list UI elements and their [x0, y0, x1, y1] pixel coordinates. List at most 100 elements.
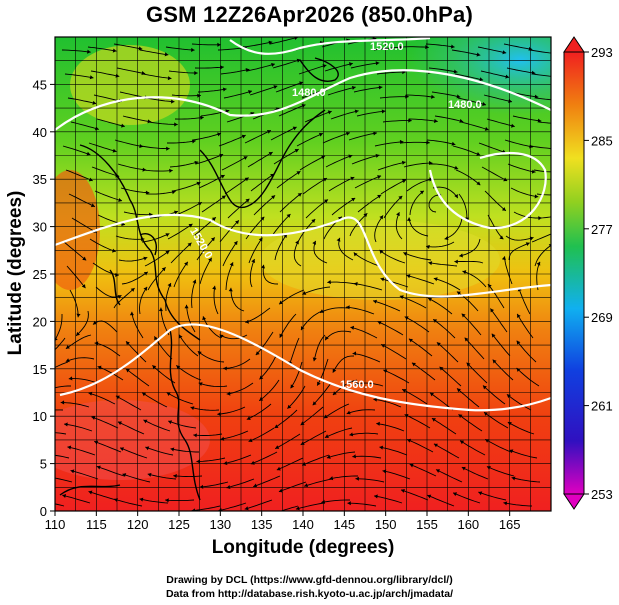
- streamline: [503, 502, 533, 507]
- streamline: [346, 409, 376, 415]
- streamline: [141, 392, 168, 408]
- streamline-arrowhead: [200, 115, 204, 120]
- streamline-arrowhead: [143, 256, 148, 261]
- streamline: [516, 367, 540, 387]
- streamline: [94, 342, 121, 357]
- warm-patch-west: [55, 170, 100, 290]
- streamline: [55, 503, 65, 507]
- streamline: [69, 289, 79, 318]
- streamline-arrowhead: [297, 193, 302, 197]
- streamline: [249, 85, 278, 96]
- streamline-arrowhead: [348, 154, 353, 159]
- streamline-arrowhead: [120, 447, 125, 452]
- streamline: [191, 43, 221, 46]
- streamline: [376, 71, 406, 75]
- x-tick-label: 160: [457, 517, 479, 532]
- streamline: [539, 216, 551, 219]
- streamline-arrowhead: [433, 319, 438, 323]
- streamline: [219, 334, 248, 340]
- y-tick-label: 15: [33, 362, 47, 377]
- streamline-arrowhead: [92, 100, 97, 105]
- streamline: [195, 153, 224, 165]
- streamline: [143, 169, 173, 172]
- streamline-arrowhead: [158, 307, 163, 312]
- streamline-arrowhead: [450, 44, 455, 49]
- streamline-arrowhead: [555, 51, 559, 55]
- streamline-arrowhead: [503, 177, 508, 182]
- streamline: [460, 121, 489, 131]
- streamline: [313, 240, 328, 264]
- streamline: [262, 264, 279, 285]
- streamline: [92, 320, 118, 333]
- streamline: [428, 262, 458, 267]
- streamline-arrowhead: [433, 277, 438, 282]
- streamline-arrowhead: [318, 132, 323, 137]
- streamline-arrowhead: [487, 284, 492, 289]
- streamline: [293, 240, 302, 267]
- streamline: [221, 156, 248, 171]
- streamline: [338, 237, 354, 261]
- streamline-arrowhead: [184, 261, 188, 266]
- streamline: [275, 81, 304, 93]
- colorbar-top-arrow: [563, 36, 585, 53]
- streamline-arrowhead: [408, 118, 412, 123]
- streamline-arrowhead: [453, 69, 458, 74]
- streamline-arrowhead: [379, 445, 384, 450]
- streamline: [329, 475, 358, 480]
- streamline-arrowhead: [383, 369, 388, 374]
- streamline: [327, 281, 357, 285]
- x-tick-label: 165: [499, 517, 521, 532]
- streamline: [484, 190, 507, 212]
- streamline: [326, 451, 356, 459]
- streamline: [452, 492, 481, 504]
- streamline: [531, 233, 551, 243]
- y-tick-label: 30: [33, 220, 47, 235]
- streamline: [173, 261, 189, 288]
- streamline: [165, 499, 195, 502]
- streamline: [244, 499, 273, 510]
- streamline: [535, 97, 551, 101]
- streamline: [191, 279, 197, 309]
- streamline-arrowhead: [199, 484, 204, 489]
- streamline: [172, 181, 201, 192]
- streamline-arrowhead: [218, 508, 222, 511]
- streamline-arrowhead: [139, 497, 144, 502]
- streamline-arrowhead: [404, 316, 409, 321]
- streamline-arrowhead: [194, 70, 198, 76]
- streamline-arrowhead: [258, 237, 263, 242]
- contour-labels: 1560.0 1480.0 1480.0 1520.0 1520.0: [187, 41, 481, 391]
- streamline-arrowhead: [112, 48, 117, 53]
- streamline: [529, 49, 551, 54]
- streamline: [230, 287, 245, 312]
- streamline-arrowhead: [65, 345, 70, 349]
- streamline: [223, 358, 251, 369]
- streamline: [427, 297, 453, 315]
- streamline-arrowhead: [245, 68, 250, 73]
- streamline-arrowhead: [426, 244, 430, 249]
- streamline: [167, 140, 196, 144]
- streamline: [196, 237, 216, 261]
- streamline-arrowhead: [465, 217, 470, 222]
- streamline: [67, 97, 97, 105]
- streamline-arrowhead: [484, 126, 489, 131]
- streamline-arrowhead: [86, 151, 91, 156]
- streamline-arrowhead: [295, 240, 299, 245]
- streamline-arrowhead: [458, 414, 463, 419]
- streamline: [374, 495, 403, 504]
- y-tick-label: 45: [33, 77, 47, 92]
- streamline: [279, 192, 302, 213]
- streamline-arrowhead: [411, 362, 416, 367]
- streamline-arrowhead: [461, 313, 466, 318]
- streamline-arrowhead: [70, 469, 75, 474]
- streamline-arrowhead: [350, 176, 355, 181]
- streamline-arrowhead: [91, 415, 96, 420]
- streamline-arrowhead: [402, 389, 407, 393]
- streamline-arrowhead: [406, 274, 411, 279]
- x-tick-label: 150: [375, 517, 397, 532]
- streamline-arrowhead: [322, 64, 327, 69]
- streamline: [382, 470, 411, 480]
- x-tick-label: 125: [168, 517, 190, 532]
- streamline: [243, 41, 273, 48]
- streamline-arrowhead: [274, 424, 279, 428]
- streamline: [249, 258, 255, 288]
